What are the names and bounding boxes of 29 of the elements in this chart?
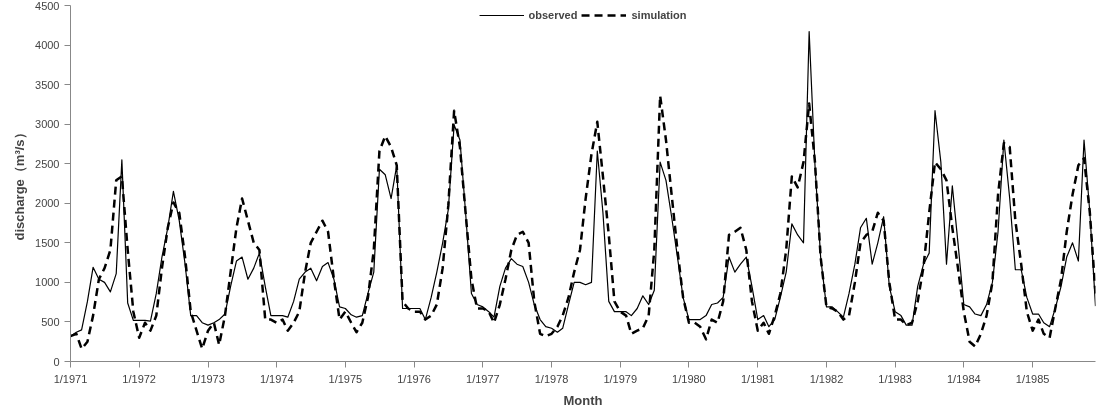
x-axis-title: Month — [563, 392, 603, 408]
legend-label: observed — [528, 9, 578, 21]
y-tick-label: 2000 — [35, 197, 60, 210]
x-tick-label: 1/1982 — [809, 372, 844, 385]
y-tick-label: 4000 — [35, 39, 60, 52]
y-tick-label: 4500 — [35, 0, 60, 12]
x-tick-label: 1/1978 — [534, 372, 569, 385]
x-tick-label: 1/1975 — [328, 372, 363, 385]
x-tick-label: 1/1983 — [878, 372, 912, 385]
x-tick-label: 1/1984 — [946, 372, 981, 385]
y-tick-label: 3000 — [35, 118, 60, 131]
y-tick-label: 1500 — [35, 236, 60, 249]
x-tick-label: 1/1977 — [466, 372, 500, 385]
x-tick-label: 1/1985 — [1015, 372, 1050, 385]
x-tick-label: 1/1974 — [259, 372, 294, 385]
x-tick-label: 1/1976 — [397, 372, 431, 385]
y-axis-title: discharge（m³/s） — [12, 126, 28, 241]
y-tick-label: 1000 — [35, 276, 60, 289]
legend-label: simulation — [631, 9, 687, 21]
x-tick-label: 1/1972 — [122, 372, 157, 385]
x-tick-label: 1/1980 — [672, 372, 706, 385]
y-tick-label: 500 — [41, 315, 60, 328]
y-tick-label: 2500 — [35, 157, 60, 170]
x-tick-label: 1/1971 — [53, 372, 88, 385]
y-tick-label: 3500 — [35, 78, 60, 91]
x-tick-label: 1/1973 — [191, 372, 225, 385]
x-tick-label: 1/1981 — [740, 372, 775, 385]
x-tick-label: 1/1979 — [603, 372, 638, 385]
y-tick-label: 0 — [53, 355, 60, 368]
